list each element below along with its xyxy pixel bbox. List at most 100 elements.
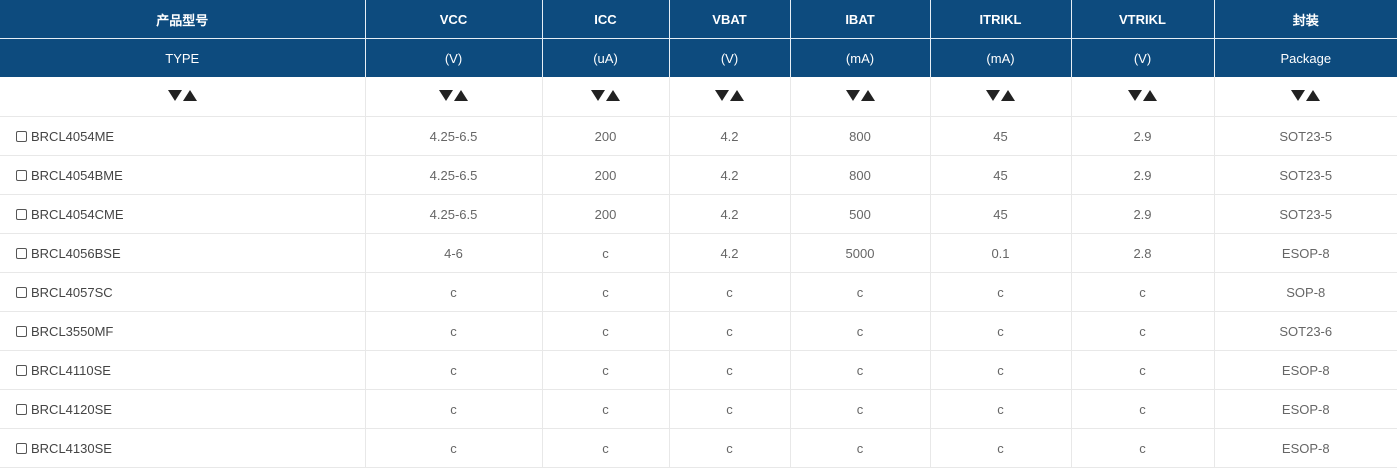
cell-vcc: 4-6 [365, 233, 543, 273]
cell-ibat: 500 [790, 194, 931, 234]
cell-vbat: 4.2 [669, 116, 791, 156]
sort-up-icon[interactable] [182, 89, 197, 101]
cell-model: BRCL4056BSE [0, 233, 366, 273]
row-checkbox[interactable] [16, 442, 27, 454]
cell-vtrikl: 2.9 [1071, 116, 1215, 156]
row-checkbox[interactable] [16, 130, 27, 142]
cell-icc: c [542, 389, 670, 429]
cell-vbat: c [669, 389, 791, 429]
cell-vtrikl: c [1071, 350, 1215, 390]
cell-package: ESOP-8 [1214, 350, 1397, 390]
sort-up-icon[interactable] [1306, 89, 1321, 101]
sort-control-vbat[interactable] [669, 77, 791, 117]
cell-vbat: c [669, 272, 791, 312]
cell-package: SOP-8 [1214, 272, 1397, 312]
cell-vbat: 4.2 [669, 155, 791, 195]
row-checkbox[interactable] [16, 364, 27, 376]
table-row: BRCL4057SC c c c c c c SOP-8 [0, 272, 1397, 312]
header-row-names: 产品型号 VCC ICC VBAT IBAT ITRIKL VTRIKL 封装 [0, 0, 1397, 39]
sort-control-model[interactable] [0, 77, 366, 117]
sort-control-icc[interactable] [542, 77, 670, 117]
cell-model: BRCL4110SE [0, 350, 366, 390]
cell-itrikl: c [930, 350, 1072, 390]
row-checkbox[interactable] [16, 208, 27, 220]
sort-up-icon[interactable] [730, 89, 744, 101]
cell-ibat: 800 [790, 155, 931, 195]
cell-itrikl: c [930, 428, 1072, 468]
row-checkbox[interactable] [16, 325, 27, 337]
sort-up-icon[interactable] [860, 89, 875, 101]
col-unit-model: TYPE [0, 38, 366, 77]
sort-down-icon[interactable] [167, 89, 182, 101]
sort-down-icon[interactable] [715, 89, 729, 101]
sort-down-icon[interactable] [1128, 89, 1142, 101]
col-header-ibat: IBAT [790, 0, 931, 39]
cell-icc: c [542, 272, 670, 312]
cell-model: BRCL4130SE [0, 428, 366, 468]
model-name: BRCL4054ME [31, 128, 115, 144]
cell-vtrikl: c [1071, 428, 1215, 468]
cell-package: ESOP-8 [1214, 389, 1397, 429]
cell-ibat: 5000 [790, 233, 931, 273]
cell-ibat: c [790, 389, 931, 429]
sort-up-icon[interactable] [606, 89, 620, 101]
cell-itrikl: c [930, 389, 1072, 429]
table-row: BRCL3550MF c c c c c c SOT23-6 [0, 311, 1397, 351]
table-row: BRCL4054BME 4.25-6.5 200 4.2 800 45 2.9 SOT23-5 [0, 155, 1397, 195]
sort-down-icon[interactable] [1291, 89, 1306, 101]
sort-down-icon[interactable] [845, 89, 860, 101]
cell-itrikl: c [930, 272, 1072, 312]
cell-itrikl: 45 [930, 116, 1072, 156]
sort-control-package[interactable] [1214, 77, 1397, 117]
sort-up-icon[interactable] [1143, 89, 1157, 101]
cell-vcc: c [365, 350, 543, 390]
sort-up-icon[interactable] [1001, 89, 1015, 101]
cell-package: ESOP-8 [1214, 233, 1397, 273]
table-body: BRCL4054ME 4.25-6.5 200 4.2 800 45 2.9 SOT23-5 B… [0, 77, 1397, 468]
cell-vbat: 4.2 [669, 194, 791, 234]
sort-control-vcc[interactable] [365, 77, 543, 117]
sort-control-itrikl[interactable] [930, 77, 1072, 117]
table-row: BRCL4120SE c c c c c c ESOP-8 [0, 389, 1397, 429]
cell-icc: c [542, 233, 670, 273]
cell-vcc: 4.25-6.5 [365, 194, 543, 234]
model-name: BRCL4120SE [31, 401, 112, 417]
cell-itrikl: 45 [930, 155, 1072, 195]
sort-control-ibat[interactable] [790, 77, 931, 117]
col-header-itrikl: ITRIKL [930, 0, 1072, 39]
cell-itrikl: c [930, 311, 1072, 351]
model-name: BRCL4110SE [31, 362, 111, 378]
col-unit-vcc: (V) [365, 38, 543, 77]
cell-vcc: c [365, 389, 543, 429]
row-checkbox[interactable] [16, 403, 27, 415]
table-row: BRCL4056BSE 4-6 c 4.2 5000 0.1 2.8 ESOP-8 [0, 233, 1397, 273]
cell-package: SOT23-5 [1214, 155, 1397, 195]
cell-model: BRCL4054CME [0, 194, 366, 234]
row-checkbox[interactable] [16, 247, 27, 259]
cell-vtrikl: c [1071, 272, 1215, 312]
cell-vbat: c [669, 350, 791, 390]
cell-model: BRCL4120SE [0, 389, 366, 429]
cell-model: BRCL4057SC [0, 272, 366, 312]
sort-down-icon[interactable] [986, 89, 1000, 101]
sort-control-vtrikl[interactable] [1071, 77, 1215, 117]
cell-model: BRCL4054BME [0, 155, 366, 195]
sort-up-icon[interactable] [454, 89, 468, 101]
sort-down-icon[interactable] [439, 89, 453, 101]
col-header-icc: ICC [542, 0, 670, 39]
cell-vtrikl: 2.8 [1071, 233, 1215, 273]
cell-vbat: c [669, 311, 791, 351]
cell-ibat: c [790, 272, 931, 312]
cell-icc: c [542, 428, 670, 468]
col-header-vcc: VCC [365, 0, 543, 39]
sort-row [0, 77, 1397, 117]
col-unit-vbat: (V) [669, 38, 791, 77]
col-unit-itrikl: (mA) [930, 38, 1072, 77]
cell-ibat: 800 [790, 116, 931, 156]
row-checkbox[interactable] [16, 286, 27, 298]
table-row: BRCL4054ME 4.25-6.5 200 4.2 800 45 2.9 SOT23-5 [0, 116, 1397, 156]
row-checkbox[interactable] [16, 169, 27, 181]
model-name: BRCL4056BSE [31, 245, 121, 261]
sort-down-icon[interactable] [591, 89, 605, 101]
col-unit-ibat: (mA) [790, 38, 931, 77]
